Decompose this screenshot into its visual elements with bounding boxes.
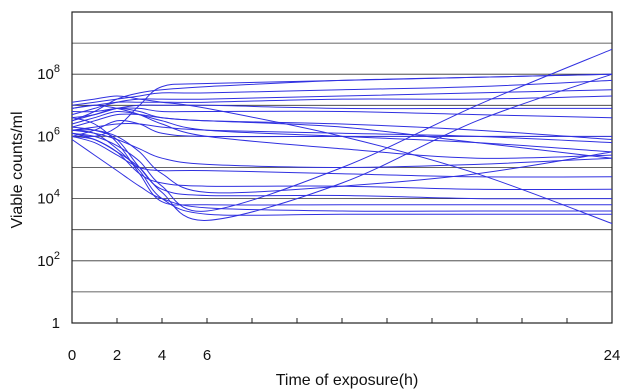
series-line-12 xyxy=(71,107,613,159)
y-tick-label-0: 1 xyxy=(52,315,60,332)
y-tick-label-4: 108 xyxy=(37,63,60,83)
series-line-22 xyxy=(71,48,613,212)
series-line-14 xyxy=(71,129,613,169)
x-axis-tick-labels: 0 2 4 6 24 xyxy=(68,347,621,364)
series-line-10 xyxy=(71,120,612,138)
series-line-4 xyxy=(71,89,613,116)
series-line-7 xyxy=(71,107,613,119)
series-line-9 xyxy=(71,123,613,144)
y-tick-label-2: 104 xyxy=(37,188,60,208)
x-tick-label-1: 2 xyxy=(113,347,121,364)
x-tick-label-0: 0 xyxy=(68,347,76,364)
x-tick-label-3: 6 xyxy=(203,347,211,364)
series-line-5 xyxy=(71,95,613,109)
series-line-6 xyxy=(71,104,612,119)
series-line-11 xyxy=(71,110,613,153)
y-tick-label-3: 106 xyxy=(37,125,60,145)
series-line-17 xyxy=(71,126,613,200)
series-line-23 xyxy=(71,129,613,194)
series-line-13 xyxy=(71,104,613,159)
series-line-21 xyxy=(71,73,613,221)
series-lines xyxy=(71,48,613,224)
series-line-3 xyxy=(71,79,613,106)
series-line-24 xyxy=(71,95,613,224)
x-tick-label-2: 4 xyxy=(158,347,166,364)
y-axis-title: Viable counts/ml xyxy=(9,111,26,228)
series-line-19 xyxy=(71,139,612,212)
series-line-15 xyxy=(71,135,613,178)
series-line-16 xyxy=(71,132,613,191)
y-axis-tick-labels: 1 102 104 106 108 xyxy=(37,63,60,332)
x-tick-label-4: 24 xyxy=(604,347,621,364)
series-line-20 xyxy=(71,129,612,216)
series-line-2 xyxy=(71,73,613,122)
y-tick-label-1: 102 xyxy=(37,250,60,270)
x-axis-title: Time of exposure(h) xyxy=(276,372,419,389)
x-axis-ticks xyxy=(71,318,613,323)
